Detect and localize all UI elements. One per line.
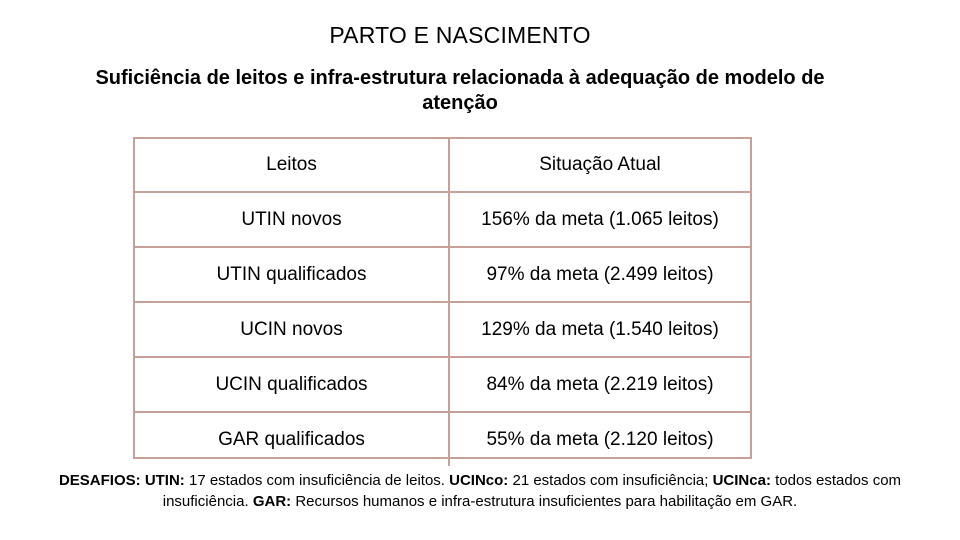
table-header-row: Leitos Situação Atual bbox=[135, 139, 750, 192]
table-cell-situacao: 156% da meta (1.065 leitos) bbox=[449, 191, 750, 247]
table-row: GAR qualificados 55% da meta (2.120 leit… bbox=[135, 411, 750, 466]
table-cell-leitos: GAR qualificados bbox=[135, 411, 450, 466]
ucinco-label: UCINco: bbox=[449, 472, 509, 489]
beds-table: Leitos Situação Atual UTIN novos 156% da… bbox=[133, 137, 752, 466]
beds-table-grid: Leitos Situação Atual UTIN novos 156% da… bbox=[135, 139, 750, 466]
challenges-note: DESAFIOS: UTIN: 17 estados com insuficiê… bbox=[20, 470, 940, 512]
table-cell-situacao: 55% da meta (2.120 leitos) bbox=[449, 411, 750, 466]
table-row: UTIN qualificados 97% da meta (2.499 lei… bbox=[135, 246, 750, 302]
table-row: UCIN qualificados 84% da meta (2.219 lei… bbox=[135, 356, 750, 412]
gar-label: GAR: bbox=[252, 493, 292, 510]
ucinca-text: todos estados com insuficiência. bbox=[162, 472, 902, 510]
utin-label: UTIN: bbox=[144, 472, 185, 489]
table-row: UCIN novos 129% da meta (1.540 leitos) bbox=[135, 301, 750, 357]
table-cell-leitos: UCIN novos bbox=[135, 301, 450, 357]
utin-text: 17 estados com insuficiência de leitos. bbox=[188, 472, 445, 489]
ucinco-text: 21 estados com insuficiência; bbox=[512, 472, 709, 489]
table-cell-situacao: 97% da meta (2.499 leitos) bbox=[449, 246, 750, 302]
table-cell-leitos: UTIN novos bbox=[135, 191, 450, 247]
header-situacao-atual: Situação Atual bbox=[539, 154, 661, 175]
table-row: UTIN novos 156% da meta (1.065 leitos) bbox=[135, 191, 750, 247]
header-leitos: Leitos bbox=[135, 139, 450, 192]
gar-text: Recursos humanos e infra-estrutura insuf… bbox=[295, 493, 798, 510]
table-cell-situacao: 84% da meta (2.219 leitos) bbox=[449, 356, 750, 412]
page-title: PARTO E NASCIMENTO bbox=[329, 22, 591, 48]
desafios-label: DESAFIOS: bbox=[58, 472, 141, 489]
table-cell-situacao: 129% da meta (1.540 leitos) bbox=[449, 301, 750, 357]
table-cell-leitos: UTIN qualificados bbox=[135, 246, 450, 302]
table-cell-leitos: UCIN qualificados bbox=[135, 356, 450, 412]
ucinca-label: UCINca: bbox=[712, 472, 771, 489]
page-subtitle: Suficiência de leitos e infra-estrutura … bbox=[95, 67, 825, 114]
